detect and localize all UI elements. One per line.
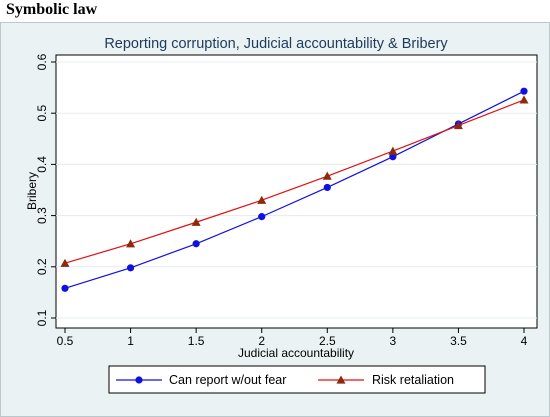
legend: Can report w/out fear Risk retaliation: [108, 365, 486, 394]
series-line-risk-retaliation: [64, 99, 525, 264]
x-tick-label: 0.5: [57, 334, 74, 348]
series-layer: [60, 87, 529, 292]
data-point-risk-retaliation: [519, 95, 529, 104]
gridlines: [56, 61, 537, 319]
series-risk-retaliation: [60, 95, 529, 267]
x-tick-label: 3: [390, 334, 397, 348]
legend-marker-can-report: [135, 376, 143, 384]
plot-area: [55, 54, 538, 329]
data-point-can-report: [192, 240, 200, 248]
data-point-risk-retaliation: [257, 195, 267, 204]
chart-title: Reporting corruption, Judicial accountab…: [104, 36, 448, 52]
legend-label-risk-retaliation: Risk retaliation: [372, 373, 454, 387]
data-point-can-report: [389, 153, 397, 161]
data-point-risk-retaliation: [453, 120, 463, 130]
legend-label-can-report: Can report w/out fear: [169, 373, 286, 387]
data-point-can-report: [258, 213, 266, 221]
data-point-can-report: [323, 183, 331, 192]
data-point-risk-retaliation: [126, 239, 136, 248]
x-tick-label: 1: [127, 334, 134, 348]
x-tick-label: 4: [521, 334, 528, 348]
y-tick-label: 0.2: [35, 258, 49, 275]
y-axis-title: Bribery: [25, 172, 39, 210]
data-point-risk-retaliation: [191, 217, 201, 226]
data-point-can-report: [126, 264, 135, 272]
data-point-risk-retaliation: [322, 171, 332, 180]
legend-box: [108, 365, 486, 394]
figure-heading: Symbolic law: [6, 1, 98, 18]
x-tick-label: 1.5: [188, 334, 205, 348]
x-tick-label: 2.5: [319, 334, 336, 348]
x-axis-title: Judicial accountability: [238, 346, 354, 360]
axes: 0.1 0.2 0.3 0.4 0.5 0.6 0.5 1 1.5 2 2.5 3 3.5 4: [35, 53, 528, 348]
legend-marker-risk-retaliation: [336, 375, 346, 384]
y-tick-label: 0.4: [35, 156, 49, 173]
data-point-risk-retaliation: [388, 146, 398, 155]
x-tick-label: 3.5: [450, 334, 467, 348]
x-tick-label: 2: [258, 334, 265, 348]
y-tick-label: 0.5: [35, 105, 49, 122]
data-point-can-report: [520, 87, 528, 95]
data-point-risk-retaliation: [60, 258, 70, 267]
y-tick-label: 0.1: [35, 309, 49, 326]
y-tick-label: 0.6: [35, 53, 49, 70]
data-point-can-report: [61, 284, 69, 292]
y-tick-label: 0.3: [35, 207, 49, 224]
